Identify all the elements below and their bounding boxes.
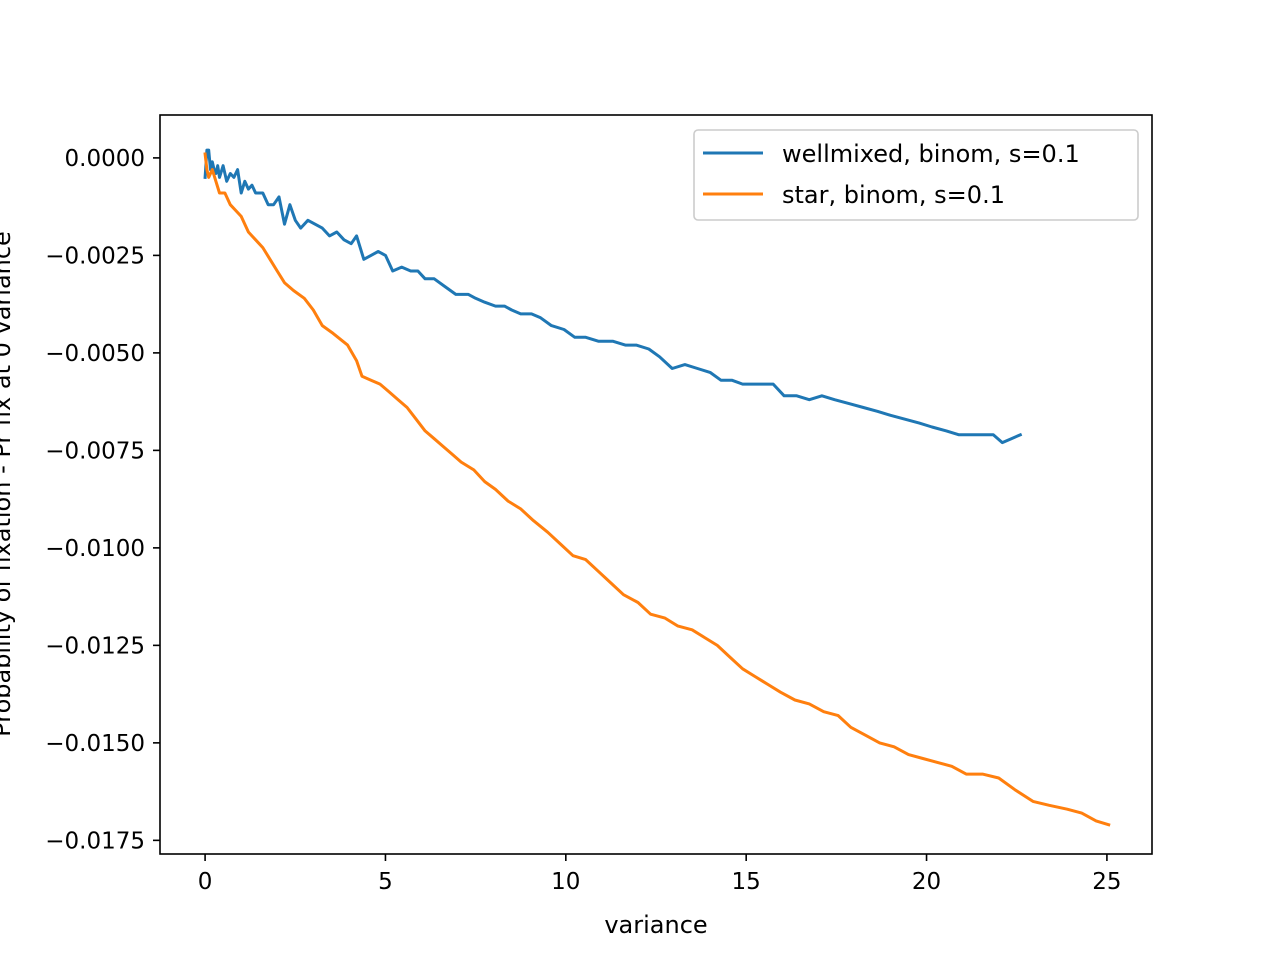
y-tick-label: −0.0150 bbox=[45, 731, 145, 757]
x-axis-ticks: 0 5 10 15 20 25 bbox=[198, 854, 1122, 895]
x-tick-label: 10 bbox=[551, 869, 580, 895]
y-tick-label: −0.0125 bbox=[45, 633, 145, 659]
y-tick-label: 0.0000 bbox=[65, 146, 145, 172]
series-line-0 bbox=[203, 148, 1023, 445]
legend-label-1: star, binom, s=0.1 bbox=[782, 181, 1005, 209]
series-layer bbox=[203, 148, 1111, 827]
y-tick-label: −0.0050 bbox=[45, 341, 145, 367]
plot-frame bbox=[159, 114, 1153, 855]
y-axis-label: Probability of fixation - Pr fix at 0 va… bbox=[0, 231, 16, 737]
x-tick-label: 20 bbox=[912, 869, 941, 895]
legend-label-0: wellmixed, binom, s=0.1 bbox=[782, 140, 1080, 168]
y-tick-label: −0.0025 bbox=[45, 243, 145, 269]
legend: wellmixed, binom, s=0.1 star, binom, s=0.… bbox=[693, 129, 1139, 221]
x-tick-label: 0 bbox=[198, 869, 213, 895]
y-tick-label: −0.0175 bbox=[45, 828, 145, 854]
series-line-1 bbox=[203, 152, 1111, 827]
plot-area bbox=[160, 115, 1152, 854]
x-tick-label: 5 bbox=[378, 869, 393, 895]
x-tick-label: 15 bbox=[732, 869, 761, 895]
y-axis-ticks: 0.0000 −0.0025 −0.0050 −0.0075 −0.0100 −0.012… bbox=[45, 146, 160, 854]
x-axis-label: variance bbox=[604, 911, 707, 939]
y-tick-label: −0.0075 bbox=[45, 438, 145, 464]
y-tick-label: −0.0100 bbox=[45, 536, 145, 562]
legend-box bbox=[693, 129, 1139, 221]
x-tick-label: 25 bbox=[1092, 869, 1121, 895]
